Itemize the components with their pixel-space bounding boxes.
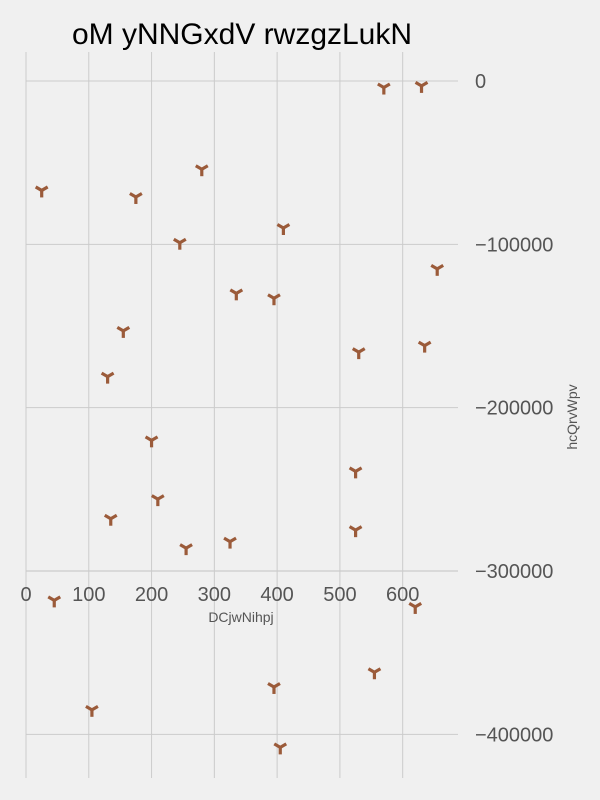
- gridlines: [25, 52, 458, 778]
- data-point: [430, 263, 445, 276]
- data-points: [34, 81, 445, 755]
- data-point: [103, 513, 118, 526]
- data-point: [129, 192, 143, 204]
- data-point: [417, 340, 432, 353]
- data-point: [100, 371, 115, 384]
- data-point: [144, 435, 159, 448]
- x-tick-labels: 0 100 200 300 400 500 600: [20, 584, 419, 606]
- data-point: [348, 466, 363, 479]
- y-tick-label: −400000: [475, 724, 553, 746]
- data-point: [348, 525, 363, 538]
- data-point: [194, 164, 209, 177]
- data-point: [267, 682, 281, 694]
- data-point: [273, 742, 288, 755]
- x-tick-label: 600: [386, 584, 419, 606]
- data-point: [408, 602, 423, 614]
- data-point: [276, 223, 291, 235]
- data-point: [116, 326, 131, 338]
- y-tick-label: 0: [475, 71, 486, 93]
- y-tick-labels: 0 −100000 −200000 −300000 −400000: [475, 71, 553, 746]
- y-tick-label: −200000: [475, 398, 553, 420]
- x-tick-label: 200: [135, 584, 168, 606]
- data-point: [367, 667, 382, 680]
- data-point: [377, 82, 391, 95]
- data-point: [85, 704, 99, 717]
- data-point: [414, 81, 429, 93]
- data-point: [173, 237, 187, 250]
- x-axis-label: DCjwNihpj: [208, 609, 273, 625]
- y-tick-label: −300000: [475, 561, 553, 583]
- y-axis-label: hcQrvWpv: [564, 384, 580, 449]
- x-tick-label: 400: [260, 584, 293, 606]
- data-point: [179, 543, 193, 556]
- data-point: [151, 494, 165, 507]
- y-tick-label: −100000: [475, 234, 553, 256]
- data-point: [34, 185, 49, 198]
- data-point: [351, 347, 366, 360]
- data-point: [47, 595, 62, 608]
- data-point: [229, 288, 244, 301]
- data-point: [267, 293, 281, 306]
- data-point: [223, 536, 237, 549]
- x-tick-label: 500: [323, 584, 356, 606]
- chart-title: oM yNNGxdV rwzgzLukN: [72, 18, 412, 51]
- x-tick-label: 0: [20, 584, 31, 606]
- x-tick-label: 300: [198, 584, 231, 606]
- x-tick-label: 100: [72, 584, 105, 606]
